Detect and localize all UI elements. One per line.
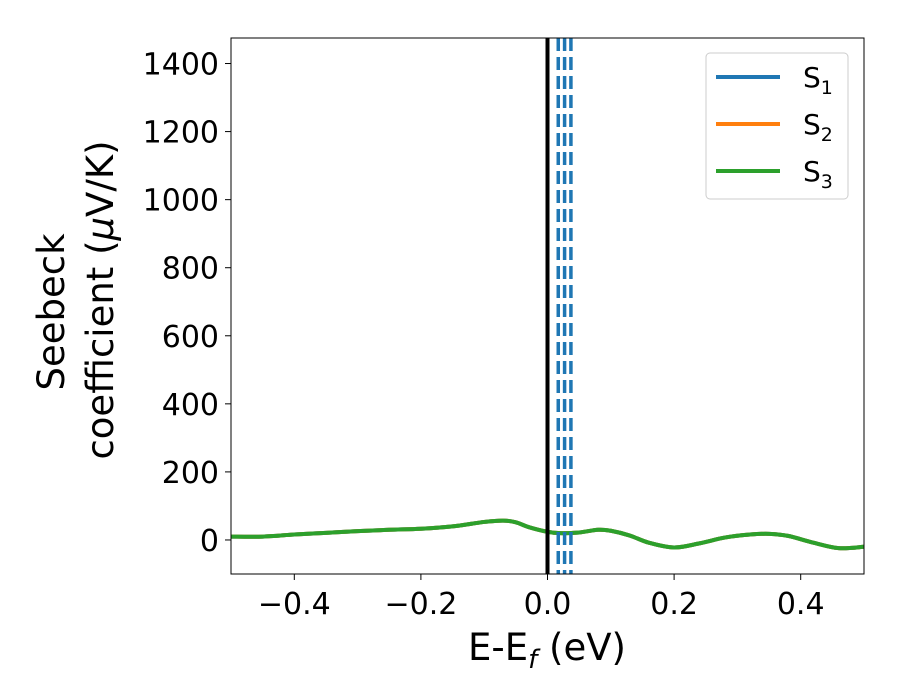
x-axis-ticks: −0.4 −0.2 0.0 0.2 0.4	[258, 574, 825, 622]
legend-label-s1: S1	[803, 61, 833, 99]
x-tick-label: 0.4	[777, 587, 825, 622]
y-tick-label: 400	[162, 388, 219, 423]
x-tick-label: −0.2	[384, 587, 457, 622]
y-tick-label: 800	[162, 252, 219, 287]
y-axis-label-line2: coefficient (μV/K)	[79, 140, 122, 459]
x-tick-label: −0.4	[258, 587, 331, 622]
y-tick-label: 1400	[143, 48, 219, 83]
y-tick-label: 200	[162, 456, 219, 491]
x-axis-label: E-Ef (eV)	[468, 626, 626, 675]
vertical-lines-layer	[545, 38, 573, 574]
legend-label-s2: S2	[803, 108, 833, 146]
legend: S1 S2 S3	[705, 52, 849, 200]
x-tick-label: 0.0	[524, 587, 572, 622]
y-tick-label: 0	[200, 524, 219, 559]
legend-label-s3: S3	[803, 155, 833, 193]
y-tick-label: 1200	[143, 116, 219, 151]
y-tick-label: 600	[162, 320, 219, 355]
y-axis-ticks: 0 200 400 600 800 1000 1200 1400	[143, 48, 231, 559]
x-tick-label: 0.2	[650, 587, 698, 622]
y-axis-label-line1: Seebeck	[30, 233, 73, 391]
y-tick-label: 1000	[143, 184, 219, 219]
